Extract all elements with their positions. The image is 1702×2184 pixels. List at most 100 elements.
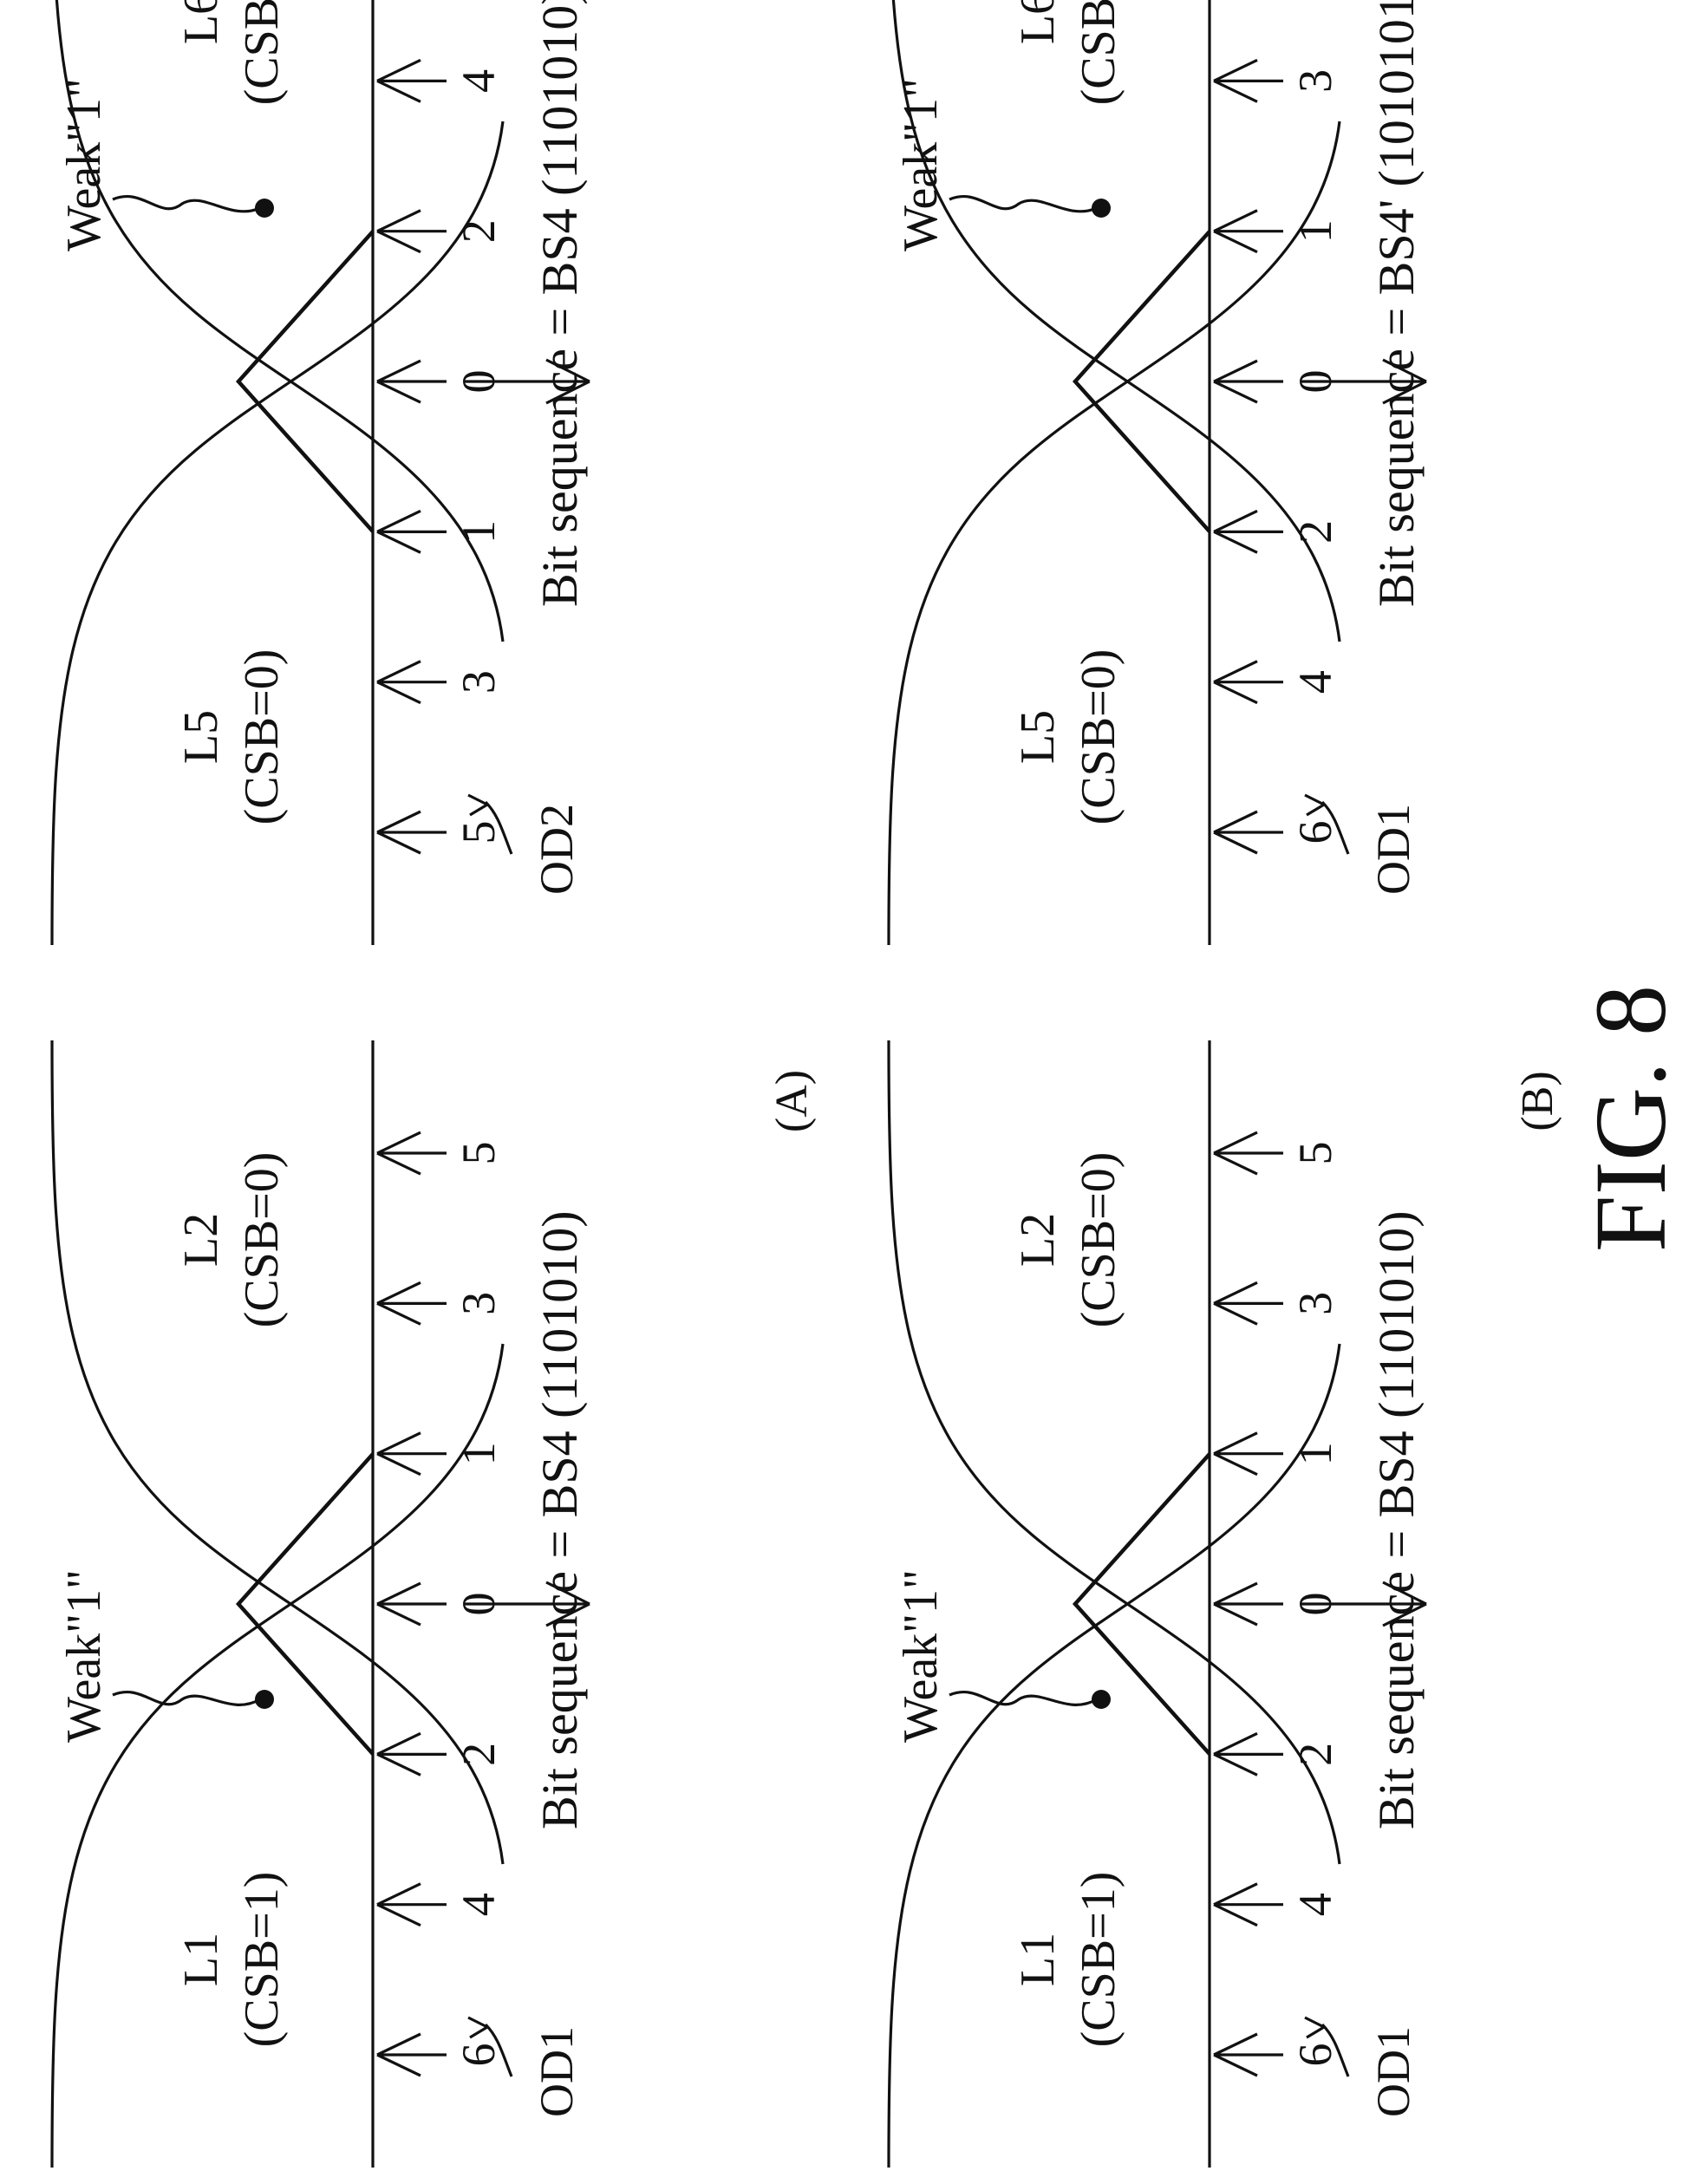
weak-bit-dot xyxy=(1092,199,1111,218)
order-number: 3 xyxy=(1289,1292,1341,1315)
od-pointer xyxy=(1304,793,1350,855)
order-arrow xyxy=(1213,209,1283,254)
order-arrow xyxy=(376,1431,447,1477)
od-label: OD2 xyxy=(531,804,583,895)
subfigure-caption-a: (A) xyxy=(767,1070,817,1132)
bit-sequence: Bit sequence = BS4' (1010101) xyxy=(1368,0,1425,607)
order-number: 1 xyxy=(453,1442,505,1465)
csb-label-right: (CSB=1) xyxy=(235,0,289,105)
weak-leader-line xyxy=(112,194,261,213)
figure-caption: FIG. 8 xyxy=(1574,985,1687,1252)
level-label-right: L6 xyxy=(1011,0,1065,44)
order-arrow xyxy=(1213,1431,1283,1477)
od-pointer xyxy=(1304,2016,1350,2077)
order-number: 2 xyxy=(1289,1743,1341,1766)
order-number: 2 xyxy=(453,1743,505,1766)
order-number: 1 xyxy=(1289,1442,1341,1465)
bit-sequence: Bit sequence = BS4 (1101010) xyxy=(1368,1210,1425,1829)
weak-leader-line xyxy=(949,194,1098,213)
sequence-arrow xyxy=(464,1581,590,1627)
weak-bit-dot xyxy=(255,199,274,218)
order-arrow xyxy=(1213,1131,1283,1176)
od-pointer xyxy=(467,2016,513,2077)
order-arrow xyxy=(1213,1731,1283,1777)
order-arrow xyxy=(376,509,447,554)
bit-sequence: Bit sequence = BS4 (1101010) xyxy=(531,1210,588,1829)
weak-bit-dot xyxy=(1092,1690,1111,1709)
weak-bit-dot xyxy=(255,1690,274,1709)
csb-label-right: (CSB=0) xyxy=(235,1152,289,1328)
order-number: 5 xyxy=(1289,1142,1341,1165)
weak-leader-line xyxy=(112,1690,261,1706)
panel-a-right: 5310246 L5 (CSB=0) L6 (CSB=1) Weak"1" OD… xyxy=(52,0,590,945)
order-number: 1 xyxy=(1289,219,1341,243)
order-arrow xyxy=(376,58,447,103)
sequence-arrow xyxy=(464,358,590,405)
csb-label-left: (CSB=0) xyxy=(1072,649,1125,825)
order-number: 4 xyxy=(1289,670,1341,694)
sequence-arrow xyxy=(1301,1581,1427,1627)
od-label: OD1 xyxy=(1367,2026,1419,2117)
order-arrow xyxy=(376,359,447,404)
od-label: OD1 xyxy=(1367,804,1419,895)
order-number: 6 xyxy=(1289,821,1341,844)
order-number: 2 xyxy=(453,219,505,243)
csb-label-left: (CSB=0) xyxy=(235,649,289,825)
order-number: 5 xyxy=(453,821,505,844)
order-arrow xyxy=(1213,660,1283,705)
order-arrow xyxy=(1213,2032,1283,2077)
od-pointer xyxy=(467,793,513,855)
weak-bit-label: Weak"1" xyxy=(894,1569,948,1743)
order-arrow xyxy=(376,2032,447,2077)
level-label-right: L2 xyxy=(174,1213,228,1267)
order-arrow xyxy=(376,1131,447,1176)
csb-label-left: (CSB=1) xyxy=(235,1872,289,2048)
order-arrows: 5310246 xyxy=(376,58,505,855)
order-number: 1 xyxy=(453,520,505,544)
order-arrow xyxy=(376,1731,447,1777)
csb-label-right: (CSB=1) xyxy=(1072,0,1125,105)
order-arrow xyxy=(1213,359,1283,404)
order-arrow xyxy=(1213,810,1283,855)
order-number: 6 xyxy=(453,2044,505,2067)
bit-sequence: Bit sequence = BS4 (1101010) xyxy=(531,0,588,607)
od-label: OD1 xyxy=(531,2026,583,2117)
order-arrow xyxy=(376,209,447,254)
csb-label-right: (CSB=0) xyxy=(1072,1152,1125,1328)
order-arrow xyxy=(1213,1281,1283,1326)
order-number: 4 xyxy=(453,1893,505,1916)
order-arrow xyxy=(376,660,447,705)
order-arrow xyxy=(376,1882,447,1927)
subfigure-caption-b: (B) xyxy=(1513,1071,1562,1131)
order-number: 3 xyxy=(453,1292,505,1315)
order-arrow xyxy=(1213,58,1283,103)
order-arrow xyxy=(376,1581,447,1627)
weak-bit-label: Weak"1" xyxy=(894,78,948,251)
sequence-arrow xyxy=(1301,358,1427,405)
order-number: 6 xyxy=(1289,2044,1341,2067)
order-number: 4 xyxy=(1289,1893,1341,1916)
order-arrow xyxy=(376,810,447,855)
order-arrow xyxy=(1213,1882,1283,1927)
order-arrow xyxy=(1213,1581,1283,1627)
order-number: 3 xyxy=(1289,69,1341,93)
order-number: 5 xyxy=(453,1142,505,1165)
order-arrow xyxy=(1213,509,1283,554)
level-label-left: L5 xyxy=(1011,710,1065,764)
order-number: 3 xyxy=(453,670,505,694)
csb-label-left: (CSB=1) xyxy=(1072,1872,1125,2048)
weak-leader-line xyxy=(949,1690,1098,1706)
level-label-right: L2 xyxy=(1011,1213,1065,1267)
order-arrow xyxy=(376,1281,447,1326)
weak-bit-label: Weak"1" xyxy=(57,1569,111,1743)
level-label-left: L1 xyxy=(174,1933,228,1986)
order-number: 4 xyxy=(453,69,505,93)
level-label-right: L6 xyxy=(174,0,228,44)
